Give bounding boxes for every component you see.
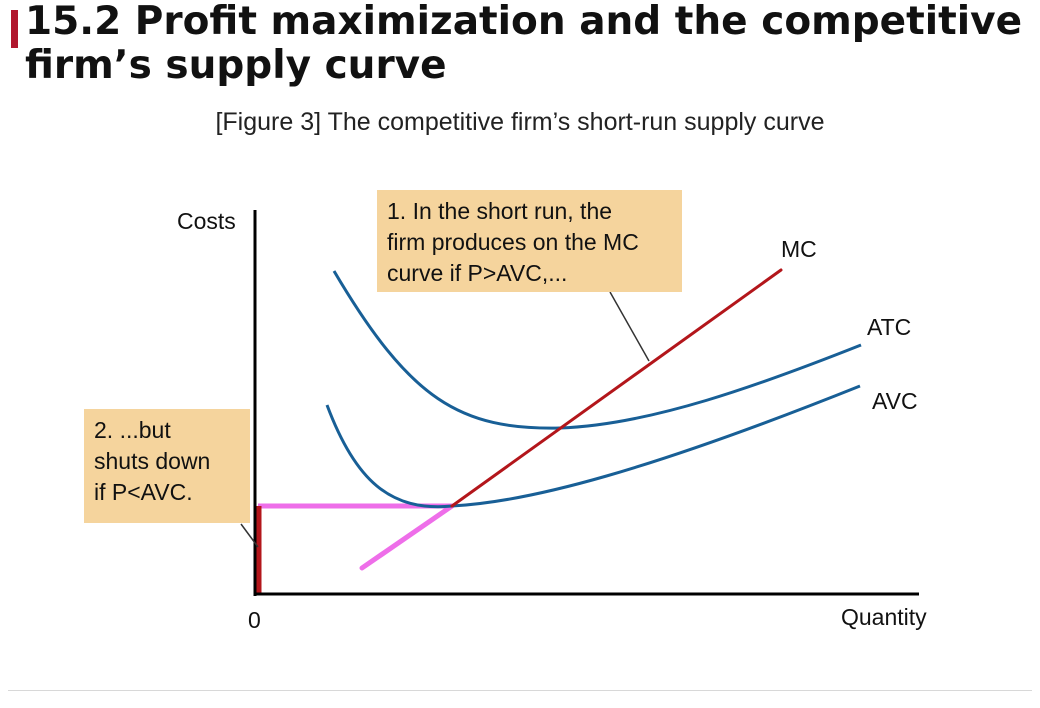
mc-curve-label: MC (781, 236, 817, 262)
y-axis-label: Costs (177, 208, 236, 234)
avc-curve (325, 384, 861, 509)
slide-title-line-1: 15.2 Profit maximization and the competi… (25, 0, 1023, 44)
slide-title: 15.2 Profit maximization and the competi… (25, 0, 1025, 88)
callout-produce-on-mc: 1. In the short run, the firm produces o… (377, 190, 682, 292)
figure-caption: [Figure 3] The competitive firm’s short-… (215, 108, 825, 136)
x-axis-label: Quantity (841, 604, 927, 630)
callout-2-line-1: 2. ...but (94, 417, 171, 443)
callout-1-line-1: 1. In the short run, the (387, 198, 613, 224)
mc-below-avc-segment (359, 503, 455, 571)
origin-label: 0 (248, 607, 261, 633)
atc-curve (332, 270, 862, 430)
callout-1-line-2: firm produces on the MC (387, 229, 639, 255)
footer-divider (8, 690, 1032, 691)
callout-shut-down: 2. ...but shuts down if P<AVC. (84, 409, 250, 523)
title-accent-bar (11, 10, 18, 48)
avc-curve-label: AVC (872, 388, 918, 414)
mc-curve (450, 268, 783, 508)
callout-1-line-3: curve if P>AVC,... (387, 260, 568, 286)
slide-title-line-2: firm’s supply curve (25, 43, 447, 88)
callout-2-leader (240, 523, 259, 548)
callout-2-line-3: if P<AVC. (94, 479, 193, 505)
atc-curve-label: ATC (867, 314, 912, 340)
callout-2-line-2: shuts down (94, 448, 211, 474)
callout-1-leader (609, 291, 650, 362)
